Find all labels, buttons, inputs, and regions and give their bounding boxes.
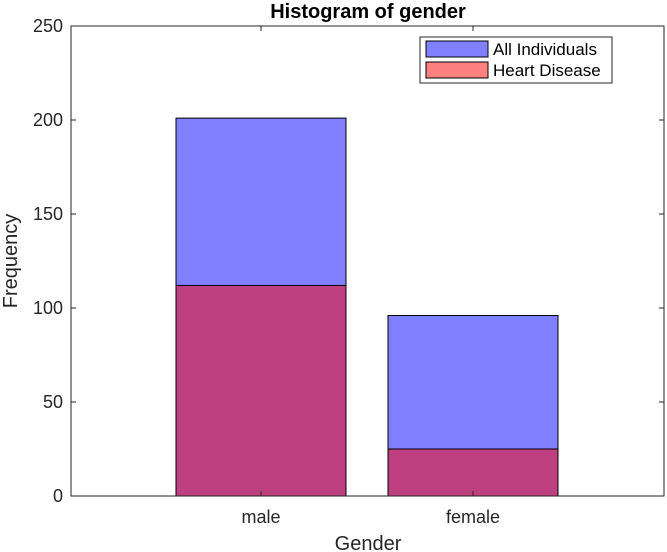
plot-frame: [70, 25, 665, 497]
legend: All Individuals Heart Disease: [419, 36, 613, 84]
bar-all-individuals-female: [388, 315, 558, 449]
x-axis-label: Gender: [335, 533, 402, 552]
y-axis-label: Frequency: [0, 214, 22, 309]
y-tick-label: 200: [33, 110, 63, 130]
bar-heart-disease-female: [388, 449, 558, 496]
y-tick-label: 250: [33, 16, 63, 36]
legend-swatch-0: [425, 40, 489, 58]
y-tick-label: 150: [33, 204, 63, 224]
bar-all-individuals-male: [176, 118, 346, 286]
legend-label-0: All Individuals: [493, 40, 597, 59]
x-axis: male female: [241, 26, 500, 527]
x-tick-label-male: male: [241, 507, 280, 527]
y-tick-label: 50: [43, 392, 63, 412]
legend-label-1: Heart Disease: [493, 61, 601, 80]
y-tick-label: 100: [33, 298, 63, 318]
y-axis: 0 50 100 150 200 250: [33, 16, 664, 506]
y-tick-label: 0: [53, 486, 63, 506]
chart-title: Histogram of gender: [270, 1, 466, 23]
x-tick-label-female: female: [446, 507, 500, 527]
bar-heart-disease-male: [176, 285, 346, 496]
legend-swatch-1: [425, 61, 489, 79]
bars-group: [175, 117, 559, 497]
